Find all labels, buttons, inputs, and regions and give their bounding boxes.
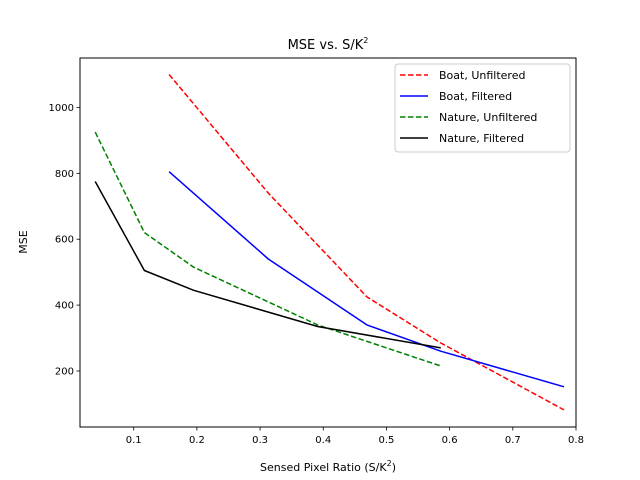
- x-tick-label: 0.1: [126, 435, 142, 446]
- y-tick-label: 800: [55, 169, 74, 180]
- series-line-2: [94, 131, 442, 367]
- legend-label: Boat, Unfiltered: [439, 69, 525, 82]
- series-line-0: [168, 74, 565, 411]
- legend-label: Nature, Filtered: [439, 132, 524, 145]
- x-tick-label: 0.6: [442, 435, 458, 446]
- x-tick-label: 0.5: [378, 435, 394, 446]
- x-tick-label: 0.4: [315, 435, 331, 446]
- y-axis-label: MSE: [17, 230, 30, 253]
- series-line-1: [168, 171, 565, 388]
- y-tick-label: 200: [55, 366, 74, 377]
- legend-frame: [394, 63, 571, 153]
- x-tick-label: 0.7: [505, 435, 521, 446]
- chart-title: MSE vs. S/K2: [288, 36, 369, 53]
- y-axis: 200 400 600 800 1000: [49, 103, 80, 377]
- x-tick-label: 0.2: [189, 435, 205, 446]
- plot-frame: [79, 57, 577, 428]
- y-tick-label: 1000: [49, 103, 74, 114]
- legend: Boat, Unfiltered Boat, Filtered Nature, Un…: [394, 63, 571, 153]
- legend-label: Boat, Filtered: [439, 90, 512, 103]
- x-axis-label: Sensed Pixel Ratio (S/K2): [260, 459, 396, 474]
- plot-area: [94, 74, 565, 411]
- y-tick-label: 600: [55, 235, 74, 246]
- x-tick-label: 0.8: [568, 435, 584, 446]
- y-tick-label: 400: [55, 301, 74, 312]
- legend-label: Nature, Unfiltered: [439, 111, 537, 124]
- x-axis: 0.1 0.2 0.3 0.4 0.5 0.6 0.7 0.8: [126, 427, 584, 446]
- series-line-3: [94, 181, 441, 349]
- x-tick-label: 0.3: [252, 435, 268, 446]
